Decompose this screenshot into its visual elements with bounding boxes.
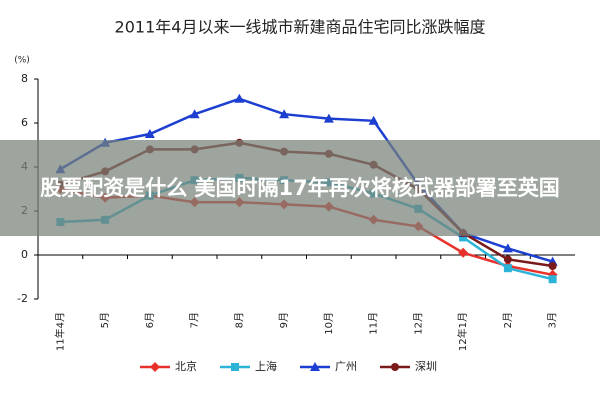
legend-label: 上海 (255, 359, 277, 373)
x-tick-label: 12年1月 (456, 312, 469, 351)
overlay-text: 股票配资是什么 美国时隔17年再次将核武器部署至英国 (40, 176, 560, 200)
legend-label: 深圳 (415, 360, 437, 373)
y-unit: (%) (14, 56, 30, 66)
x-tick-label: 11年4月 (53, 312, 66, 351)
legend-marker (391, 363, 399, 371)
data-point (548, 275, 557, 284)
legend-label: 北京 (175, 359, 197, 373)
x-tick-label: 10月 (323, 312, 335, 335)
legend-marker (150, 362, 160, 372)
x-tick-label: 5月 (99, 312, 111, 328)
x-tick-label: 7月 (189, 312, 201, 328)
y-tick-label: 0 (21, 248, 28, 261)
x-tick-label: 2月 (502, 312, 514, 328)
y-tick-label: 6 (21, 116, 28, 129)
data-point (234, 93, 245, 103)
data-point (144, 129, 155, 138)
data-point (368, 115, 379, 125)
x-tick-label: 3月 (547, 312, 559, 328)
data-point (548, 262, 557, 270)
data-point (323, 113, 334, 123)
legend-marker (231, 363, 239, 371)
x-tick-label: 8月 (233, 312, 245, 328)
data-point (189, 109, 200, 119)
x-tick-label: 11月 (368, 312, 380, 335)
x-tick-label: 6月 (144, 312, 156, 328)
y-tick-label: 8 (21, 72, 28, 85)
chart-title: 2011年4月以来一线城市新建商品住宅同比涨跌幅度 (115, 18, 486, 37)
data-point (458, 247, 469, 258)
data-point (279, 109, 290, 119)
overlay-banner: 股票配资是什么 美国时隔17年再次将核武器部署至英国 (0, 140, 600, 236)
data-point (503, 264, 512, 273)
data-point (459, 233, 468, 242)
legend-label: 广州 (335, 360, 357, 373)
y-tick-label: -2 (17, 292, 28, 305)
x-tick-label: 9月 (278, 312, 290, 328)
x-tick-label: 12月 (412, 312, 424, 335)
data-point (503, 255, 512, 264)
data-point (502, 243, 513, 253)
legend-marker (310, 362, 320, 371)
